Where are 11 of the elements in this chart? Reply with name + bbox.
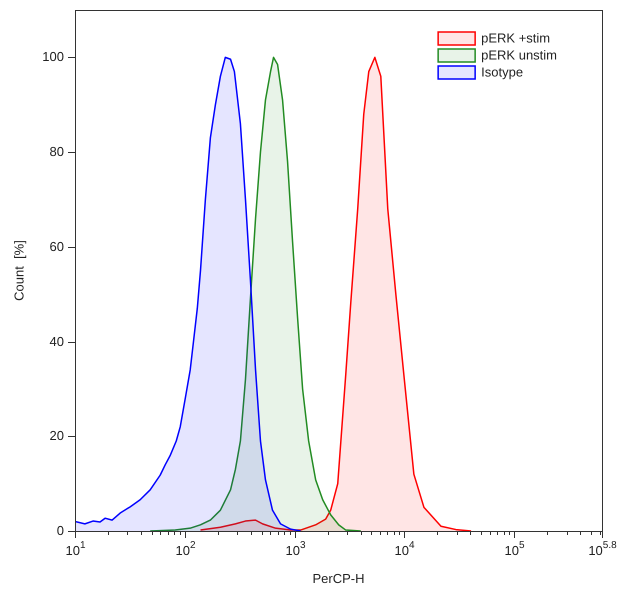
y-tick-label: 60 — [50, 239, 64, 254]
y-tick-label: 40 — [50, 334, 64, 350]
x-axis-title: PerCP-H — [312, 571, 365, 586]
y-tick-label: 100 — [42, 49, 64, 64]
y-axis-title: Count [%] — [12, 240, 27, 301]
legend-label: Isotype — [481, 64, 524, 80]
legend-label: pERK +stim — [481, 30, 550, 46]
legend-label: pERK unstim — [481, 48, 558, 63]
y-tick-label: 80 — [50, 144, 64, 160]
y-tick-label: 20 — [50, 428, 64, 444]
y-tick-label: 0 — [56, 523, 64, 538]
